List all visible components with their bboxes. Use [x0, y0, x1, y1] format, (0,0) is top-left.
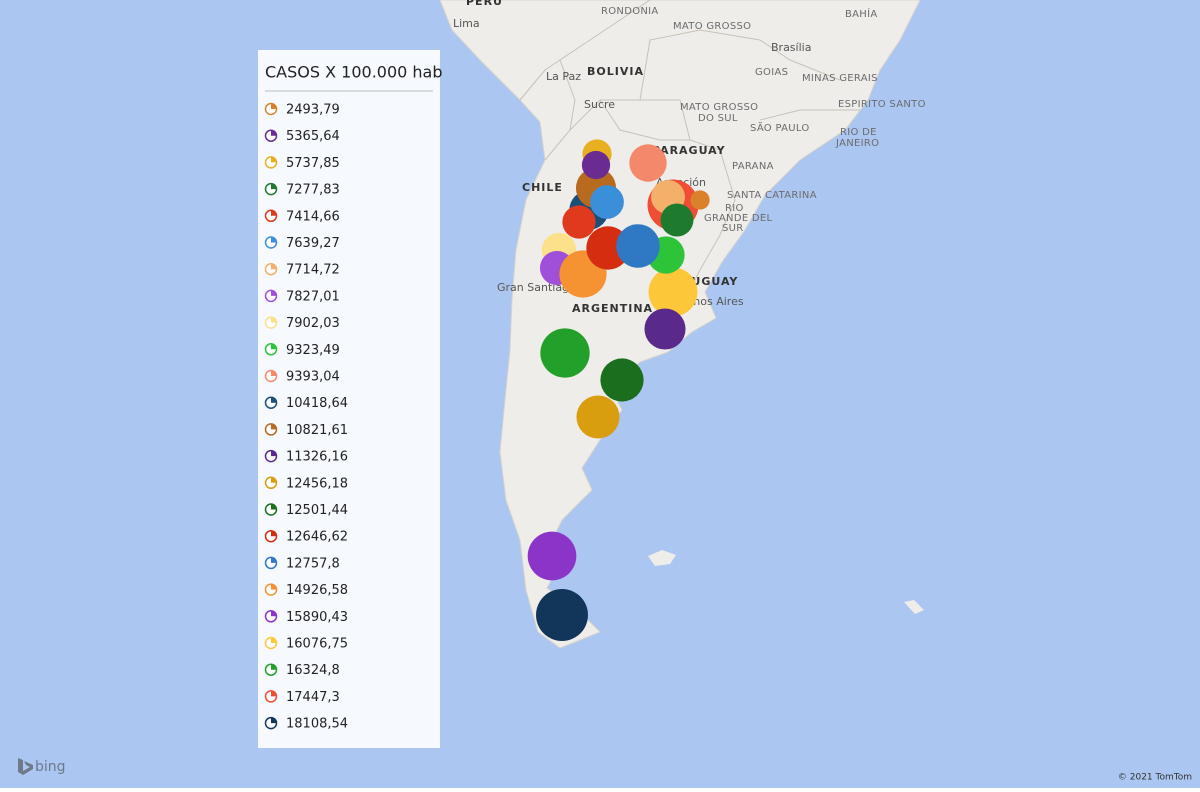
bubble	[536, 589, 588, 641]
legend-icon-wedge	[271, 103, 277, 109]
bubbles	[527, 139, 710, 641]
legend-icon-wedge	[271, 290, 277, 296]
legend-icon-wedge	[271, 343, 277, 350]
legend-label: 2493,79	[286, 103, 340, 118]
legend-icon-wedge	[271, 717, 277, 724]
borders	[519, 0, 860, 291]
map-label: DO SUL	[698, 113, 738, 124]
map-label: BOLIVIA	[587, 65, 644, 78]
map-label: RONDONIA	[601, 6, 659, 17]
bubble	[576, 395, 620, 439]
bubble	[644, 308, 686, 350]
legend-label: 7277,83	[286, 183, 340, 198]
legend-icon-wedge	[271, 557, 277, 563]
bubble	[540, 328, 590, 378]
bubble	[660, 203, 694, 237]
falklands	[648, 550, 676, 566]
legend-label: 7714,72	[286, 263, 340, 278]
legend-icon-wedge	[271, 397, 277, 403]
legend-icon-wedge	[271, 370, 277, 376]
legend-icon-wedge	[271, 664, 277, 670]
bubble	[562, 205, 596, 239]
bubble	[648, 267, 698, 317]
map-label: La Paz	[546, 70, 581, 83]
bubble	[629, 144, 667, 182]
legend-label: 7414,66	[286, 209, 340, 224]
map-label: RIO DE	[840, 127, 877, 138]
legend-icon-wedge	[271, 183, 277, 190]
legend-label: 16076,75	[286, 637, 348, 652]
map-label: JANEIRO	[835, 138, 879, 149]
legend-icon-wedge	[271, 477, 277, 483]
legend-icon-wedge	[271, 317, 277, 323]
legend-label: 5365,64	[286, 129, 340, 144]
map-label: GOIAS	[755, 67, 788, 78]
legend-icon-wedge	[271, 423, 277, 430]
map-label: RIO	[725, 203, 744, 214]
map-label: PARAGUAY	[652, 144, 726, 157]
legend-label: 11326,16	[286, 450, 348, 465]
legend-label: 10418,64	[286, 396, 348, 411]
legend-label: 17447,3	[286, 690, 340, 705]
legend-items: 2493,79 5365,64 5737,85 7277,83 7414,66 7639,…	[264, 103, 348, 732]
bing-logo: bing	[18, 758, 66, 775]
legend-label: 16324,8	[286, 663, 340, 678]
legend-icon-wedge	[271, 610, 277, 617]
map-label: ESPIRITO SANTO	[838, 99, 926, 110]
legend-panel	[258, 50, 440, 748]
island	[904, 600, 924, 614]
legend-icon-wedge	[271, 210, 277, 216]
map-label: MINAS GERAIS	[802, 73, 878, 84]
legend-icon-wedge	[271, 130, 277, 136]
map-label: CHILE	[522, 181, 563, 194]
legend-icon-wedge	[271, 263, 277, 270]
place-labels: PERU Lima RONDONIA MATO GROSSO BAHÍA Bra…	[453, 0, 926, 315]
legend-label: 7639,27	[286, 236, 340, 251]
legend-icon-wedge	[271, 690, 277, 697]
legend-icon-wedge	[271, 584, 277, 590]
map-label: Lima	[453, 17, 480, 30]
map-label: ARGENTINA	[572, 302, 653, 315]
legend-icon-wedge	[271, 504, 277, 510]
legend-label: 7827,01	[286, 289, 340, 304]
map-label: BAHÍA	[845, 7, 878, 20]
legend-label: 9323,49	[286, 343, 340, 358]
bubble	[581, 150, 611, 180]
copyright: © 2021 TomTom	[1118, 773, 1192, 783]
bubble	[616, 224, 660, 268]
legend-label: 18108,54	[286, 717, 348, 732]
legend-label: 14926,58	[286, 583, 348, 598]
bubble	[527, 531, 577, 581]
map-label: GRANDE DEL	[704, 213, 773, 224]
legend-label: 12646,62	[286, 530, 348, 545]
map-label: Brasília	[771, 41, 811, 54]
legend-label: 12757,8	[286, 556, 340, 571]
map-label: SANTA CATARINA	[727, 190, 817, 201]
legend-icon-wedge	[271, 237, 277, 243]
legend-icon-wedge	[271, 637, 277, 643]
map-label: Sucre	[584, 98, 615, 111]
legend-icon-wedge	[271, 450, 277, 457]
legend-icon-wedge	[271, 530, 277, 537]
map-label: PERU	[466, 0, 503, 8]
legend-label: 9393,04	[286, 370, 340, 385]
legend-label: 7902,03	[286, 316, 340, 331]
bubble	[600, 358, 644, 402]
legend-title: CASOS X 100.000 hab	[265, 63, 443, 82]
map-label: SÃO PAULO	[750, 121, 810, 134]
legend-label: 5737,85	[286, 156, 340, 171]
legend-label: 10821,61	[286, 423, 348, 438]
map-label: MATO GROSSO	[673, 21, 751, 32]
map-label: PARANA	[732, 161, 774, 172]
legend-label: 15890,43	[286, 610, 348, 625]
bubble	[590, 185, 624, 219]
legend-label: 12456,18	[286, 476, 348, 491]
bing-text: bing	[35, 759, 66, 775]
map-label: SUR	[722, 223, 744, 234]
bubble	[690, 190, 710, 210]
legend-label: 12501,44	[286, 503, 348, 518]
map-label: MATO GROSSO	[680, 102, 758, 113]
legend-icon-wedge	[271, 156, 277, 163]
